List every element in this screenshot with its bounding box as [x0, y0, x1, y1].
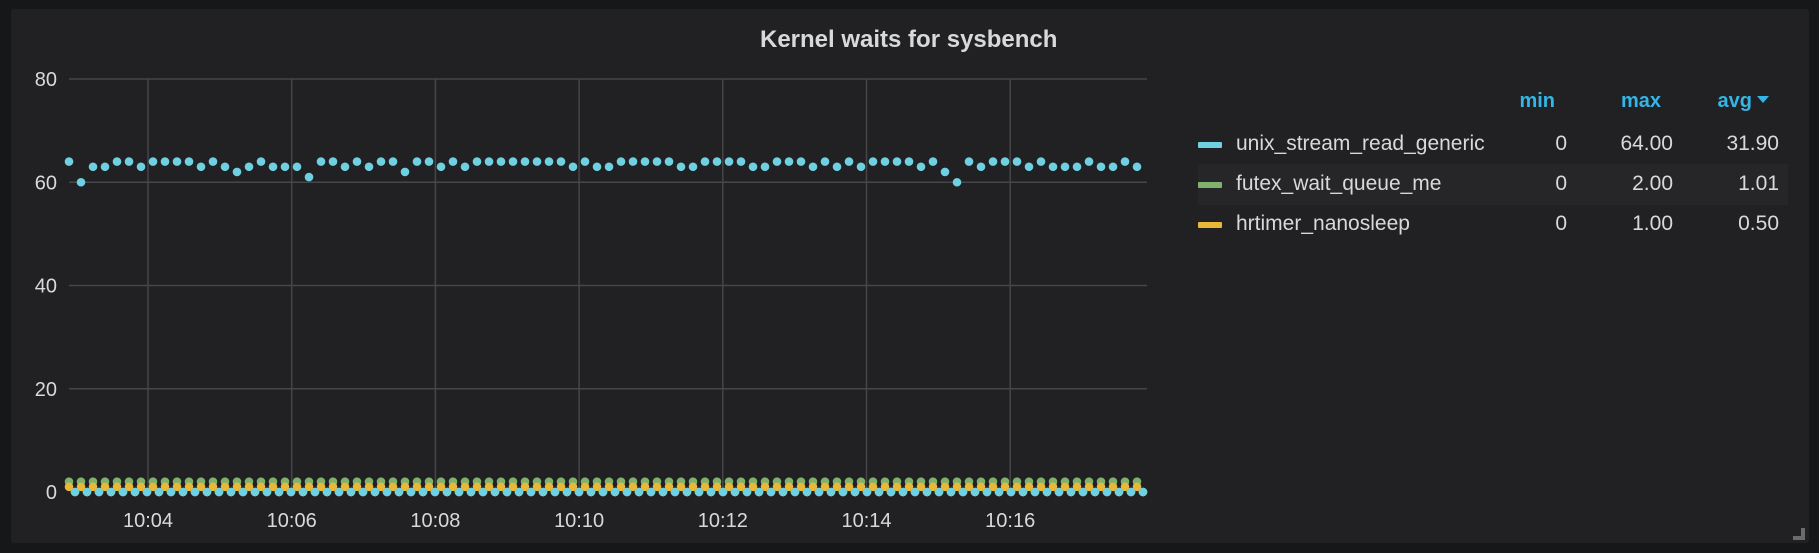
- y-tick-label: 0: [46, 482, 57, 504]
- series-name[interactable]: hrtimer_nanosleep: [1236, 212, 1410, 235]
- y-axis: 0 20 40 60 80: [35, 69, 57, 504]
- legend-header-avg-label: avg: [1717, 90, 1752, 112]
- x-tick-label: 10:10: [554, 510, 604, 532]
- series-avg: 0.50: [1738, 212, 1779, 235]
- data-points: [64, 157, 1148, 497]
- x-tick-label: 10:04: [123, 510, 173, 532]
- series-name[interactable]: futex_wait_queue_me: [1236, 172, 1442, 195]
- y-tick-label: 20: [35, 379, 57, 401]
- legend-header: min max avg: [1187, 90, 1787, 114]
- series-color-swatch[interactable]: [1198, 142, 1222, 148]
- x-tick-label: 10:16: [985, 510, 1035, 532]
- legend-row-unix-stream-read-generic[interactable]: unix_stream_read_generic 0 64.00 31.90: [1198, 124, 1788, 165]
- series-color-swatch[interactable]: [1198, 182, 1222, 188]
- x-tick-label: 10:08: [410, 510, 460, 532]
- grid-lines: [69, 78, 1147, 492]
- series-min: 0: [1555, 212, 1567, 235]
- x-axis: 10:04 10:06 10:08 10:10 10:12 10:14 10:16: [123, 510, 1035, 532]
- series-max: 2.00: [1632, 172, 1673, 195]
- panel-title[interactable]: Kernel waits for sysbench: [760, 26, 1058, 53]
- legend-header-min[interactable]: min: [1519, 90, 1555, 112]
- y-tick-label: 80: [35, 69, 57, 91]
- x-tick-label: 10:06: [267, 510, 317, 532]
- sort-desc-icon: [1757, 96, 1769, 104]
- x-tick-label: 10:14: [841, 510, 891, 532]
- series-max: 64.00: [1620, 132, 1673, 155]
- series-name[interactable]: unix_stream_read_generic: [1236, 132, 1485, 155]
- graph-panel: Kernel waits for sysbench 0 20 40 60 80 10:0…: [11, 9, 1809, 543]
- resize-handle-icon[interactable]: [1793, 528, 1805, 540]
- series-max: 1.00: [1632, 212, 1673, 235]
- series-color-swatch[interactable]: [1198, 222, 1222, 228]
- series-min: 0: [1555, 132, 1567, 155]
- legend-header-avg[interactable]: avg: [1718, 90, 1769, 113]
- graph-plot-area[interactable]: 0 20 40 60 80 10:04 10:06 10:08 10:10 10:12 10:14…: [11, 9, 1171, 543]
- y-tick-label: 40: [35, 276, 57, 298]
- series-avg: 1.01: [1738, 172, 1779, 195]
- series-avg: 31.90: [1726, 132, 1779, 155]
- x-tick-label: 10:12: [698, 510, 748, 532]
- legend-row-futex-wait-queue-me[interactable]: futex_wait_queue_me 0 2.00 1.01: [1198, 164, 1788, 205]
- legend-header-max[interactable]: max: [1620, 90, 1661, 112]
- y-tick-label: 60: [35, 172, 57, 194]
- legend-row-hrtimer-nanosleep[interactable]: hrtimer_nanosleep 0 1.00 0.50: [1198, 204, 1788, 245]
- series-min: 0: [1555, 172, 1567, 195]
